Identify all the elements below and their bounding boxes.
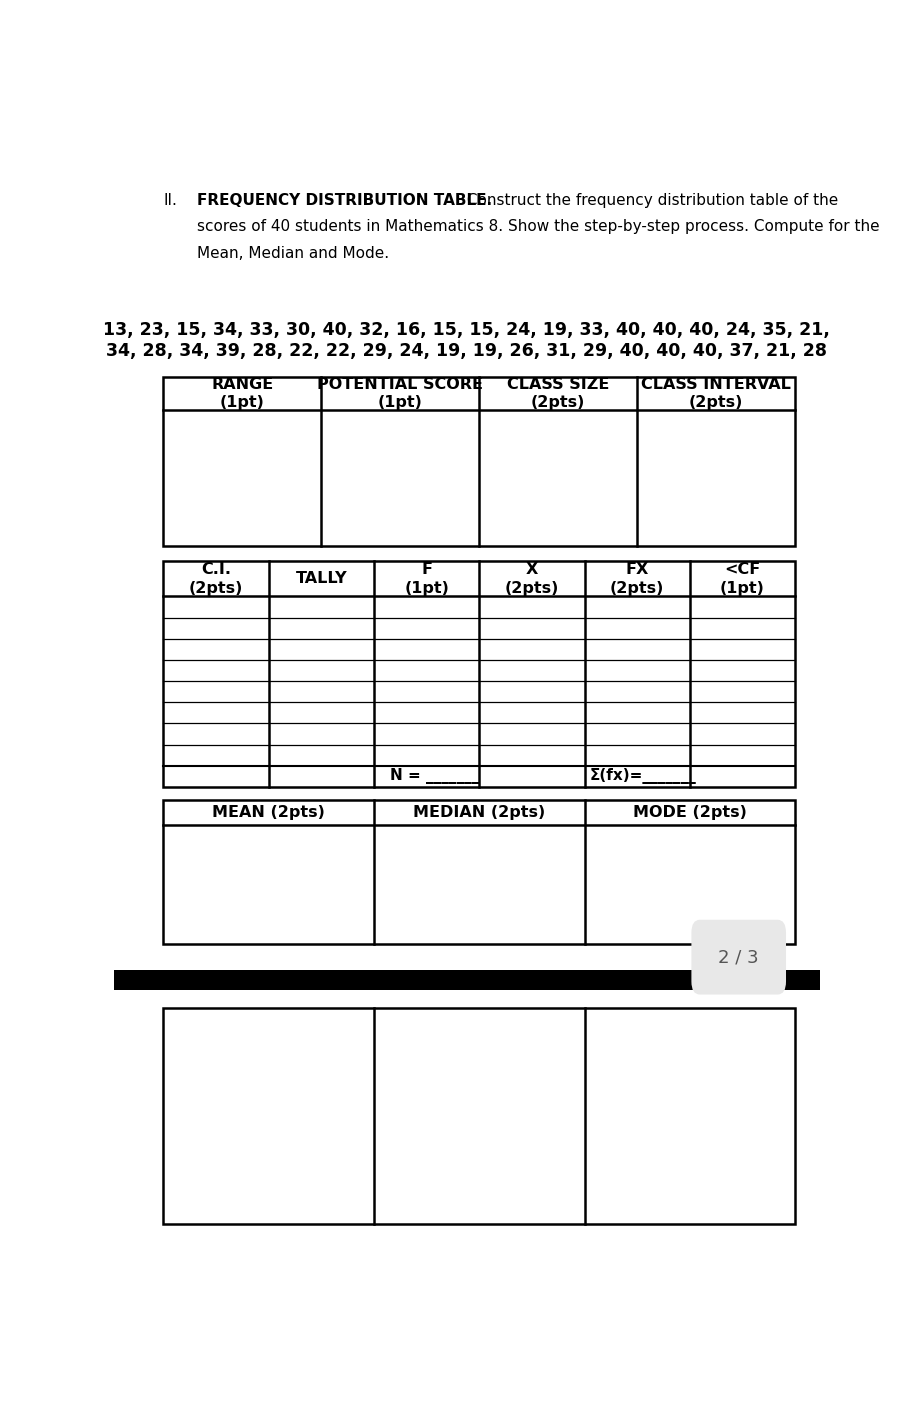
- Text: N = _______: N = _______: [390, 769, 479, 784]
- Text: MEDIAN (2pts): MEDIAN (2pts): [413, 805, 546, 819]
- FancyBboxPatch shape: [691, 919, 786, 994]
- Text: <CF
(1pt): <CF (1pt): [720, 562, 765, 596]
- Text: Construct the frequency distribution table of the: Construct the frequency distribution tab…: [462, 193, 838, 208]
- Text: Σ(fx)=_______: Σ(fx)=_______: [589, 769, 697, 784]
- Text: 13, 23, 15, 34, 33, 30, 40, 32, 16, 15, 15, 24, 19, 33, 40, 40, 40, 24, 35, 21,: 13, 23, 15, 34, 33, 30, 40, 32, 16, 15, …: [104, 321, 830, 339]
- Text: RANGE
(1pt): RANGE (1pt): [211, 377, 273, 410]
- Bar: [163, 377, 795, 546]
- Text: POTENTIAL SCORE
(1pt): POTENTIAL SCORE (1pt): [317, 377, 483, 410]
- Text: Mean, Median and Mode.: Mean, Median and Mode.: [197, 245, 389, 260]
- Text: C.I.
(2pts): C.I. (2pts): [189, 562, 243, 596]
- Text: 2 / 3: 2 / 3: [719, 948, 759, 966]
- Text: FREQUENCY DISTRIBUTION TABLE.: FREQUENCY DISTRIBUTION TABLE.: [197, 193, 492, 208]
- Text: TALLY: TALLY: [295, 572, 347, 586]
- Text: MODE (2pts): MODE (2pts): [633, 805, 747, 819]
- Bar: [163, 562, 795, 787]
- Bar: [163, 800, 795, 945]
- Text: CLASS SIZE
(2pts): CLASS SIZE (2pts): [507, 377, 609, 410]
- Text: CLASS INTERVAL
(2pts): CLASS INTERVAL (2pts): [641, 377, 791, 410]
- Bar: [163, 1008, 795, 1224]
- Text: F
(1pt): F (1pt): [404, 562, 449, 596]
- Text: scores of 40 students in Mathematics 8. Show the step-by-step process. Compute f: scores of 40 students in Mathematics 8. …: [197, 220, 880, 234]
- Bar: [114, 970, 820, 990]
- Text: MEAN (2pts): MEAN (2pts): [212, 805, 325, 819]
- Text: II.: II.: [163, 193, 177, 208]
- Text: FX
(2pts): FX (2pts): [610, 562, 664, 596]
- Text: 34, 28, 34, 39, 28, 22, 22, 29, 24, 19, 19, 26, 31, 29, 40, 40, 40, 37, 21, 28: 34, 28, 34, 39, 28, 22, 22, 29, 24, 19, …: [107, 342, 827, 360]
- Text: X
(2pts): X (2pts): [505, 562, 559, 596]
